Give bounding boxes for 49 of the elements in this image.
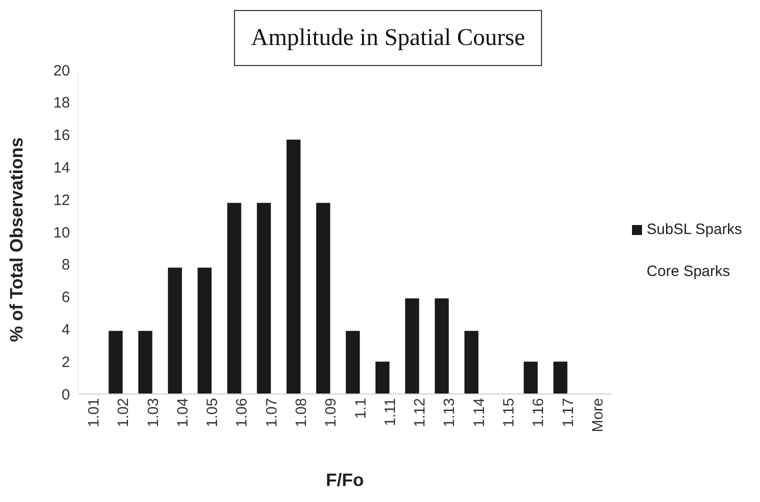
y-tick-label: 2 xyxy=(62,354,70,371)
y-tick-label: 0 xyxy=(62,386,70,404)
x-tick-label: 1.13 xyxy=(441,398,458,428)
y-tick-label: 6 xyxy=(62,289,70,306)
y-tick-label: 12 xyxy=(53,192,70,209)
bar xyxy=(138,330,152,394)
x-tick-label: 1.05 xyxy=(204,398,222,428)
chart-title: Amplitude in Spatial Course xyxy=(234,10,542,66)
x-tick-label: 1.11 xyxy=(382,398,399,426)
x-tick-label: 1.04 xyxy=(174,398,192,428)
bar xyxy=(108,330,123,394)
y-tick-label: 20 xyxy=(53,62,70,80)
bar xyxy=(464,330,478,394)
y-tick-label: 18 xyxy=(53,94,70,112)
y-tick-label: 14 xyxy=(53,160,70,177)
bar xyxy=(434,298,449,394)
x-tick-label: 1.17 xyxy=(560,398,577,428)
x-tick-label: 1.08 xyxy=(293,398,310,428)
bar xyxy=(405,298,420,394)
bar xyxy=(227,202,242,394)
x-tick-label: More xyxy=(589,398,606,432)
y-axis-title: % of Total Observations xyxy=(6,137,26,342)
y-tick-label: 16 xyxy=(53,127,70,144)
x-tick-label: 1.14 xyxy=(470,398,488,428)
bar xyxy=(168,268,182,394)
bar xyxy=(256,202,271,394)
x-axis-title: F/Fo xyxy=(326,470,364,490)
x-tick-label: 1.15 xyxy=(500,398,518,428)
y-tick-label: 4 xyxy=(62,322,70,339)
bar xyxy=(524,362,538,394)
x-tick-label: 1.16 xyxy=(530,398,548,428)
legend-label: SubSL Sparks xyxy=(646,220,742,240)
x-tick-label: 1.1 xyxy=(352,398,370,419)
x-tick-label: 1.01 xyxy=(85,398,102,428)
bar xyxy=(553,362,568,394)
x-tick-label: 1.07 xyxy=(263,398,280,428)
text: Core Sparks xyxy=(646,262,730,282)
bar xyxy=(286,140,301,394)
x-tick-label: 1.02 xyxy=(115,398,132,428)
bar xyxy=(375,362,390,394)
bar xyxy=(316,202,330,394)
bar xyxy=(346,330,360,394)
y-tick-label: 8 xyxy=(62,256,70,274)
x-tick-label: 1.12 xyxy=(412,398,429,428)
x-tick-label: 1.06 xyxy=(234,398,251,428)
x-tick-label: 1.03 xyxy=(144,398,162,428)
y-tick-label: 10 xyxy=(53,224,70,242)
x-tick-label: 1.09 xyxy=(322,398,340,428)
bar xyxy=(198,268,212,394)
